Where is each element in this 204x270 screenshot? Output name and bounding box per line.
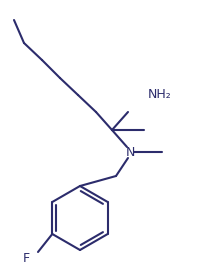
Text: N: N — [125, 146, 135, 158]
Text: NH₂: NH₂ — [148, 89, 172, 102]
Text: F: F — [22, 251, 30, 265]
